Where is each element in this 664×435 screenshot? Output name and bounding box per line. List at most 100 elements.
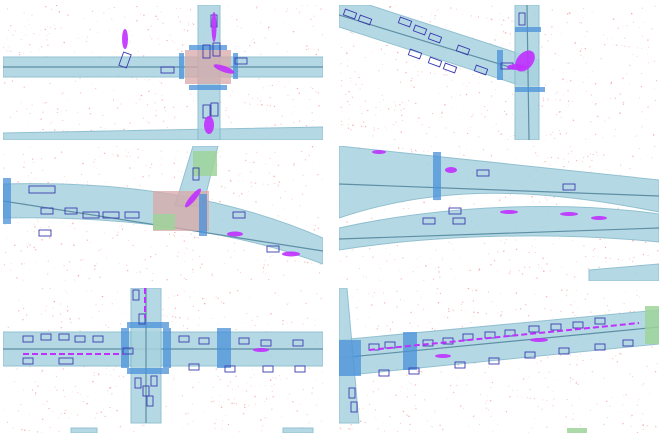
lidar-point xyxy=(68,100,70,102)
lidar-point xyxy=(36,262,37,263)
lidar-point xyxy=(596,403,598,405)
lidar-point xyxy=(202,297,204,300)
lidar-point xyxy=(507,17,510,19)
lidar-point xyxy=(426,327,428,329)
lidar-point xyxy=(180,7,181,9)
lidar-point xyxy=(52,307,54,309)
lidar-point xyxy=(341,80,343,82)
lidar-point xyxy=(189,9,192,11)
lidar-point xyxy=(97,372,99,374)
lidar-point xyxy=(536,277,538,279)
vehicle-box xyxy=(294,365,306,373)
lidar-point xyxy=(516,291,518,293)
lidar-point xyxy=(166,315,168,317)
lidar-point xyxy=(258,384,260,385)
lidar-point xyxy=(31,158,34,160)
lidar-point xyxy=(619,174,621,175)
lidar-point xyxy=(192,99,195,102)
lidar-point xyxy=(552,405,554,407)
lidar-point xyxy=(572,418,574,420)
vehicle-box xyxy=(22,335,34,343)
lidar-point xyxy=(555,161,557,163)
lidar-point xyxy=(313,15,315,17)
lidar-point xyxy=(29,414,30,415)
lidar-point xyxy=(60,151,63,153)
lidar-point xyxy=(11,80,14,82)
lidar-point xyxy=(230,95,231,97)
lidar-point xyxy=(287,95,289,97)
lidar-point xyxy=(181,50,183,52)
lidar-point xyxy=(253,42,256,44)
lidar-point xyxy=(620,164,622,166)
lidar-point xyxy=(529,388,531,391)
road-upper-carriageway xyxy=(339,146,659,219)
lidar-point xyxy=(641,413,644,415)
lidar-point xyxy=(559,414,560,415)
lidar-point xyxy=(500,240,502,242)
lidar-point xyxy=(414,102,417,105)
lidar-point xyxy=(383,423,385,424)
lidar-point xyxy=(180,171,182,173)
lidar-point xyxy=(561,33,562,35)
lidar-point xyxy=(150,25,152,27)
lidar-point xyxy=(173,162,175,164)
lidar-point xyxy=(648,62,650,64)
lidar-point xyxy=(643,21,645,23)
lidar-point xyxy=(233,242,236,245)
lidar-point xyxy=(578,203,580,204)
lidar-point xyxy=(313,229,316,231)
lidar-point xyxy=(225,114,227,116)
lidar-point xyxy=(129,167,131,169)
lidar-point xyxy=(6,238,7,239)
lidar-point xyxy=(45,34,48,36)
lidar-point xyxy=(34,178,36,180)
lidar-point xyxy=(64,289,66,291)
lidar-point xyxy=(460,310,462,311)
lidar-point xyxy=(622,404,624,406)
lidar-point xyxy=(6,421,8,423)
lidar-point xyxy=(187,318,189,320)
lidar-point xyxy=(135,77,137,79)
lidar-point xyxy=(553,138,556,140)
lidar-point xyxy=(491,5,493,7)
lidar-point xyxy=(425,265,427,267)
lidar-point xyxy=(563,158,565,160)
lidar-point xyxy=(293,106,295,108)
lidar-point xyxy=(266,104,268,106)
lidar-point xyxy=(544,34,546,36)
lidar-point xyxy=(219,379,221,381)
lidar-point xyxy=(268,314,270,315)
lidar-point xyxy=(445,70,447,72)
lidar-point xyxy=(126,269,129,272)
lidar-point xyxy=(106,367,108,369)
lidar-point xyxy=(454,67,457,69)
lidar-point xyxy=(24,429,26,431)
lidar-point xyxy=(23,263,25,265)
crosswalk xyxy=(497,50,503,80)
lidar-point xyxy=(579,50,582,52)
lidar-point xyxy=(184,253,186,255)
lidar-point xyxy=(640,419,642,420)
vehicle-box xyxy=(22,357,34,365)
lidar-point xyxy=(576,356,578,358)
lidar-point xyxy=(227,398,230,401)
panel-2 xyxy=(339,5,659,140)
lidar-point xyxy=(572,119,575,122)
predicted-trajectory xyxy=(227,231,243,237)
lidar-point xyxy=(528,315,530,317)
lidar-point xyxy=(155,109,157,111)
lidar-point xyxy=(547,40,549,42)
lidar-point xyxy=(592,255,594,257)
lidar-point xyxy=(40,30,42,32)
lidar-point xyxy=(274,124,276,126)
lidar-point xyxy=(40,158,43,160)
vehicle-box xyxy=(342,8,358,20)
lidar-point xyxy=(221,428,223,430)
lidar-point xyxy=(269,97,271,99)
lidar-point xyxy=(566,81,568,82)
lidar-point xyxy=(459,197,461,199)
lidar-point xyxy=(66,180,67,182)
lidar-point xyxy=(268,28,270,30)
lidar-point xyxy=(238,195,241,197)
lidar-point xyxy=(101,295,104,298)
